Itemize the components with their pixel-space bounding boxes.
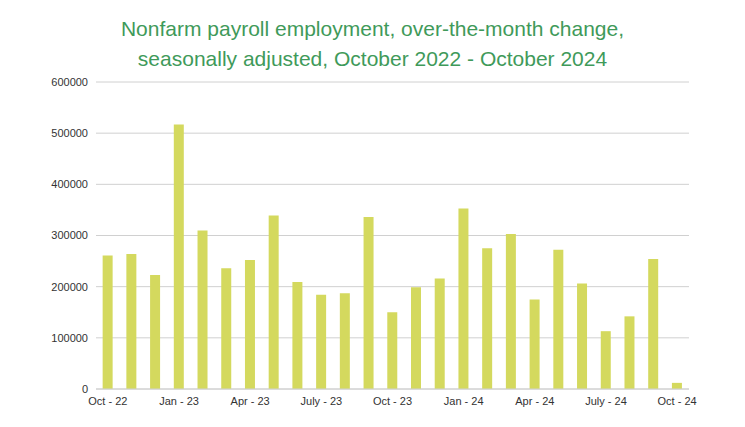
svg-text:100000: 100000 (51, 332, 88, 344)
svg-text:Oct - 22: Oct - 22 (88, 395, 127, 407)
svg-text:Oct - 24: Oct - 24 (658, 395, 697, 407)
svg-text:200000: 200000 (51, 281, 88, 293)
svg-text:300000: 300000 (51, 229, 88, 241)
svg-text:Apr - 23: Apr - 23 (231, 395, 270, 407)
svg-text:Jan - 24: Jan - 24 (444, 395, 484, 407)
svg-text:Apr - 24: Apr - 24 (515, 395, 554, 407)
svg-text:July - 23: July - 23 (301, 395, 343, 407)
svg-text:0: 0 (82, 383, 88, 395)
svg-text:Oct - 23: Oct - 23 (373, 395, 412, 407)
svg-text:400000: 400000 (51, 178, 88, 190)
html-text:Nonfarm payroll employment, ov: Nonfarm payroll employment, over-the-mon… (121, 17, 624, 70)
svg-text:600000: 600000 (51, 76, 88, 88)
svg-text:July - 24: July - 24 (585, 395, 627, 407)
svg-text:Jan - 23: Jan - 23 (159, 395, 199, 407)
svg-text:500000: 500000 (51, 127, 88, 139)
